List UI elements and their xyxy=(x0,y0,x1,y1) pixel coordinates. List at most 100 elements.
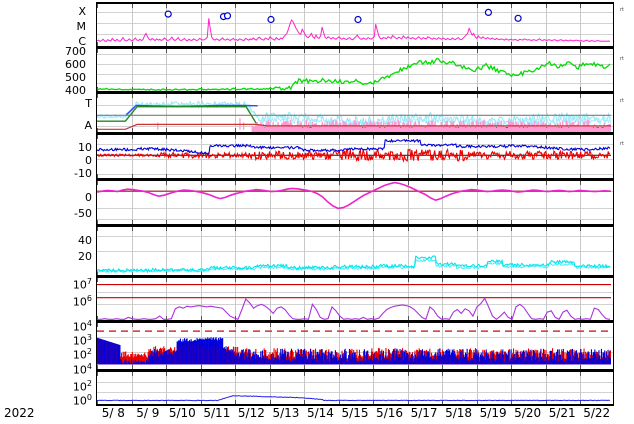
proton-flux-high-bar xyxy=(232,353,234,365)
proton-flux-high-bar xyxy=(212,338,214,365)
axis-tick xyxy=(201,323,202,327)
proton-flux-high-bar xyxy=(498,354,500,365)
axis-tick xyxy=(373,323,374,327)
axis-tick xyxy=(408,174,409,178)
axis-tick xyxy=(580,87,581,91)
axis-tick xyxy=(546,316,547,320)
alpha-ratio-bar xyxy=(455,127,457,132)
gridline-vertical xyxy=(408,49,409,91)
proton-flux-high-bar xyxy=(143,361,145,365)
alpha-ratio-bar xyxy=(321,122,323,132)
proton-flux-high-bar xyxy=(365,353,367,365)
gridline-vertical xyxy=(408,372,409,404)
proton-flux-high-bar xyxy=(343,356,345,365)
axis-tick xyxy=(304,372,305,376)
alpha-ratio-bar xyxy=(520,121,522,132)
proton-flux-high-bar xyxy=(566,359,568,365)
proton-flux-high-bar xyxy=(447,348,449,365)
proton-flux-low-bar xyxy=(566,353,568,365)
proton-flux-high-bar xyxy=(364,361,366,365)
axis-tick xyxy=(201,372,202,376)
alpha-ratio-bar xyxy=(384,128,386,132)
proton-flux-high-bar xyxy=(405,356,407,365)
proton-flux-high-bar xyxy=(579,353,581,365)
gridline-vertical xyxy=(339,49,340,91)
proton-flux-low-bar xyxy=(134,356,136,365)
alpha-ratio-bar xyxy=(343,122,346,132)
gridline-vertical xyxy=(477,135,478,178)
proton-flux-high-bar xyxy=(248,353,250,365)
axis-tick xyxy=(270,4,271,8)
proton-flux-high-bar xyxy=(274,357,276,365)
axis-tick xyxy=(339,220,340,224)
alpha-ratio-bar xyxy=(469,127,472,132)
proton-flux-high-bar xyxy=(340,358,342,365)
alpha-ratio-bar xyxy=(312,124,315,132)
gridline-vertical xyxy=(442,181,443,224)
alpha-ratio-bar xyxy=(473,126,476,132)
alpha-ratio-bar xyxy=(346,123,348,132)
proton-flux-high-bar xyxy=(164,351,166,365)
gridline-horizontal xyxy=(97,54,613,55)
alpha-ratio-bar xyxy=(543,124,546,132)
axis-tick xyxy=(477,220,478,224)
panel-proton-flux xyxy=(96,323,614,369)
alpha-ratio-bar xyxy=(347,127,349,132)
proton-flux-high-bar xyxy=(514,359,516,365)
proton-flux-low-bar xyxy=(358,355,360,365)
proton-flux-high-bar xyxy=(366,351,368,365)
axis-tick xyxy=(304,323,305,327)
alpha-ratio-bar xyxy=(489,122,492,132)
alpha-ratio-bar xyxy=(516,124,519,132)
gridline-vertical xyxy=(270,227,271,275)
proton-flux-low-bar xyxy=(461,349,463,365)
proton-flux-high-bar xyxy=(245,349,247,365)
proton-flux-high-bar xyxy=(394,359,396,365)
alpha-ratio-bar xyxy=(393,121,396,132)
proton-flux-high-bar xyxy=(188,341,190,365)
proton-flux-low-bar xyxy=(291,350,293,365)
axis-tick xyxy=(270,365,271,369)
axis-tick xyxy=(132,42,133,46)
proton-flux-high-bar xyxy=(173,350,175,365)
axis-tick xyxy=(201,42,202,46)
gridline-vertical xyxy=(166,49,167,91)
proton-flux-low-bar xyxy=(456,349,458,365)
proton-flux-low-bar xyxy=(329,352,331,365)
proton-flux-high-bar xyxy=(224,348,226,365)
axis-tick xyxy=(442,227,443,231)
proton-flux-high-bar xyxy=(492,351,494,365)
proton-flux-high-bar xyxy=(555,360,557,365)
proton-flux-high-bar xyxy=(185,339,187,365)
proton-flux-low-bar xyxy=(469,348,471,365)
proton-flux-high-bar xyxy=(106,340,108,365)
proton-flux-high-bar xyxy=(148,355,150,365)
proton-flux-high-bar xyxy=(512,356,514,365)
proton-flux-high-bar xyxy=(509,360,511,365)
gridline-vertical xyxy=(442,372,443,404)
alpha-ratio-bar xyxy=(425,125,428,132)
alpha-ratio-bar xyxy=(379,127,381,132)
axis-tick xyxy=(235,135,236,139)
alpha-ratio-bar xyxy=(256,121,258,132)
proton-flux-high-bar xyxy=(352,352,354,365)
alpha-ratio-bar xyxy=(316,125,319,132)
proton-flux-high-bar xyxy=(553,353,555,365)
proton-flux-high-bar xyxy=(323,361,325,365)
proton-flux-high-bar xyxy=(349,353,351,365)
proton-flux-low-bar xyxy=(147,352,149,365)
gridline-vertical xyxy=(304,181,305,224)
proton-flux-high-bar xyxy=(525,356,527,365)
axis-tick xyxy=(408,220,409,224)
panel-separator xyxy=(96,404,614,406)
axis-tick xyxy=(339,278,340,282)
proton-flux-high-bar xyxy=(397,354,399,365)
panel-separator xyxy=(96,178,614,181)
proton-flux-high-bar xyxy=(291,359,293,365)
axis-tick xyxy=(442,49,443,53)
proton-flux-high-bar xyxy=(518,358,520,365)
alpha-ratio-bar xyxy=(328,122,331,132)
proton-flux-high-bar xyxy=(459,356,461,365)
gridline-vertical xyxy=(339,94,340,132)
axis-tick xyxy=(270,278,271,282)
